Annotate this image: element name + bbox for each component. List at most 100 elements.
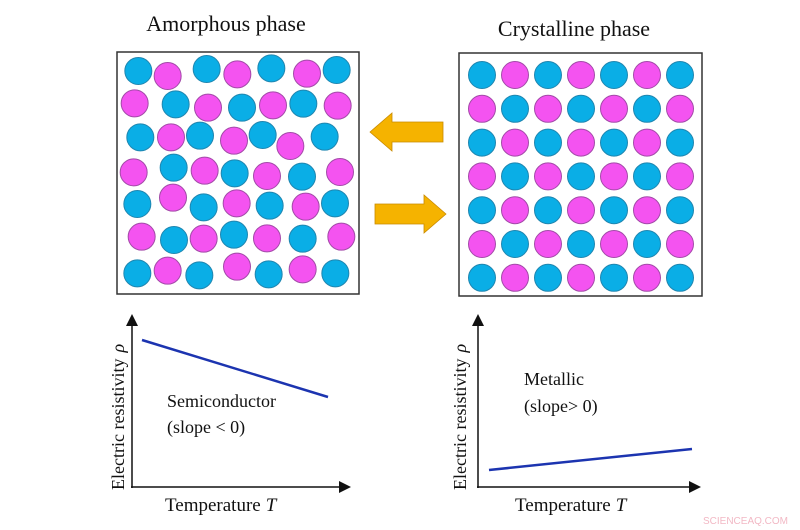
crystal-atom-magenta [633, 128, 661, 157]
crystal-atom-magenta [633, 196, 661, 225]
amorphous-atom-magenta [153, 256, 182, 285]
crystal-atom-blue [468, 128, 496, 157]
crystal-atom-blue [501, 162, 529, 191]
amorphous-atom-magenta [222, 189, 251, 218]
amorphous-atom-magenta [288, 255, 317, 284]
crystalline-title: Crystalline phase [498, 16, 650, 41]
crystal-atom-magenta [501, 128, 529, 157]
crystal-atom-magenta [600, 162, 628, 191]
crystal-atom-blue [633, 230, 661, 258]
semiconductor-label: Semiconductor [167, 391, 276, 411]
crystal-atom-blue [501, 94, 529, 123]
x-axis-label: Temperature T [165, 495, 278, 516]
amorphous-atom-magenta [120, 89, 149, 118]
crystal-atom-blue [534, 263, 562, 292]
crystal-atom-blue [468, 61, 496, 89]
amorphous-atom-magenta [326, 158, 354, 186]
amorphous-atom-blue [186, 121, 214, 150]
crystal-atom-magenta [600, 230, 628, 258]
amorphous-atom-magenta [194, 93, 222, 122]
amorphous-atom-magenta [159, 183, 187, 212]
amorphous-atom-magenta [119, 158, 148, 187]
slope-label: (slope> 0) [524, 396, 598, 417]
amorphous-atom-blue [185, 261, 214, 290]
amorphous-atom-blue [254, 260, 283, 289]
amorphous-atom-magenta [276, 132, 305, 160]
amorphous-atom-blue [123, 190, 152, 218]
crystal-atom-blue [567, 94, 595, 123]
amorphous-atom-blue [248, 121, 277, 149]
crystal-atom-magenta [567, 61, 595, 89]
crystal-atom-blue [567, 230, 595, 258]
crystal-atom-magenta [468, 230, 496, 258]
amorphous-atom-magenta [327, 222, 356, 251]
crystal-atom-blue [633, 94, 661, 123]
metallic-graph: Electric resistivityρ Temperature T Metal… [450, 314, 701, 516]
amorphous-atom-magenta [293, 59, 321, 88]
crystal-atom-blue [600, 61, 628, 89]
amorphous-atom-blue [160, 226, 188, 254]
amorphous-atom-blue [321, 259, 350, 288]
amorphous-atom-magenta [259, 91, 287, 120]
crystal-atom-magenta [600, 94, 628, 123]
y-axis-label: Electric resistivityρ [108, 344, 128, 490]
amorphous-atom-magenta [189, 224, 218, 253]
amorphous-lattice [116, 51, 360, 295]
crystal-atom-blue [666, 263, 694, 292]
crystal-atom-magenta [633, 263, 661, 292]
slope-label: (slope < 0) [167, 417, 245, 438]
amorphous-atom-magenta [323, 91, 352, 120]
crystal-atom-magenta [666, 94, 694, 123]
amorphous-atom-blue [159, 153, 188, 182]
amorphous-atom-blue [220, 220, 248, 249]
crystal-atom-blue [666, 196, 694, 225]
crystal-atom-magenta [633, 61, 661, 89]
amorphous-atom-blue [192, 55, 221, 83]
amorphous-atom-magenta [291, 192, 320, 221]
crystal-atom-blue [600, 196, 628, 225]
amorphous-atom-blue [124, 57, 153, 85]
semiconductor-graph: Electric resistivityρ Temperature T Semic… [108, 314, 351, 516]
amorphous-atom-blue [189, 193, 218, 222]
metallic-label: Metallic [524, 369, 584, 389]
amorphous-atom-blue [322, 56, 351, 84]
amorphous-atom-magenta [253, 224, 281, 253]
amorphous-atom-blue [321, 189, 349, 218]
crystal-atom-magenta [534, 94, 562, 123]
crystal-atom-magenta [567, 196, 595, 225]
resistivity-curve [488, 447, 693, 472]
amorphous-atom-blue [288, 224, 317, 253]
crystalline-lattice [458, 52, 703, 297]
crystal-atom-magenta [468, 162, 496, 191]
crystal-atom-magenta [501, 196, 529, 225]
amorphous-title: Amorphous phase [146, 11, 305, 36]
y-axis-label: Electric resistivityρ [450, 344, 470, 490]
crystal-atom-magenta [666, 162, 694, 191]
crystal-atom-magenta [501, 61, 529, 89]
crystal-atom-magenta [468, 94, 496, 123]
crystal-atom-blue [534, 196, 562, 225]
amorphous-atom-blue [220, 159, 249, 188]
amorphous-atom-blue [289, 89, 318, 118]
crystal-atom-magenta [534, 162, 562, 191]
amorphous-atom-blue [228, 93, 256, 122]
watermark: SCIENCEAQ.COM [703, 516, 788, 527]
amorphous-atom-blue [255, 191, 284, 220]
amorphous-atom-magenta [223, 252, 251, 281]
amorphous-atom-blue [126, 123, 155, 152]
crystal-atom-magenta [567, 263, 595, 292]
crystal-atom-blue [567, 162, 595, 191]
arrow-right-icon [374, 194, 447, 234]
amorphous-atom-magenta [157, 123, 185, 152]
x-axis-label: Temperature T [515, 495, 628, 516]
crystal-atom-blue [600, 263, 628, 292]
amorphous-atom-magenta [127, 222, 156, 251]
crystal-atom-magenta [501, 263, 529, 292]
amorphous-atom-magenta [153, 62, 182, 90]
crystal-atom-blue [666, 61, 694, 89]
amorphous-atom-blue [123, 259, 152, 288]
arrow-left-icon [369, 112, 444, 152]
crystal-atom-blue [633, 162, 661, 191]
amorphous-atom-blue [161, 90, 190, 119]
